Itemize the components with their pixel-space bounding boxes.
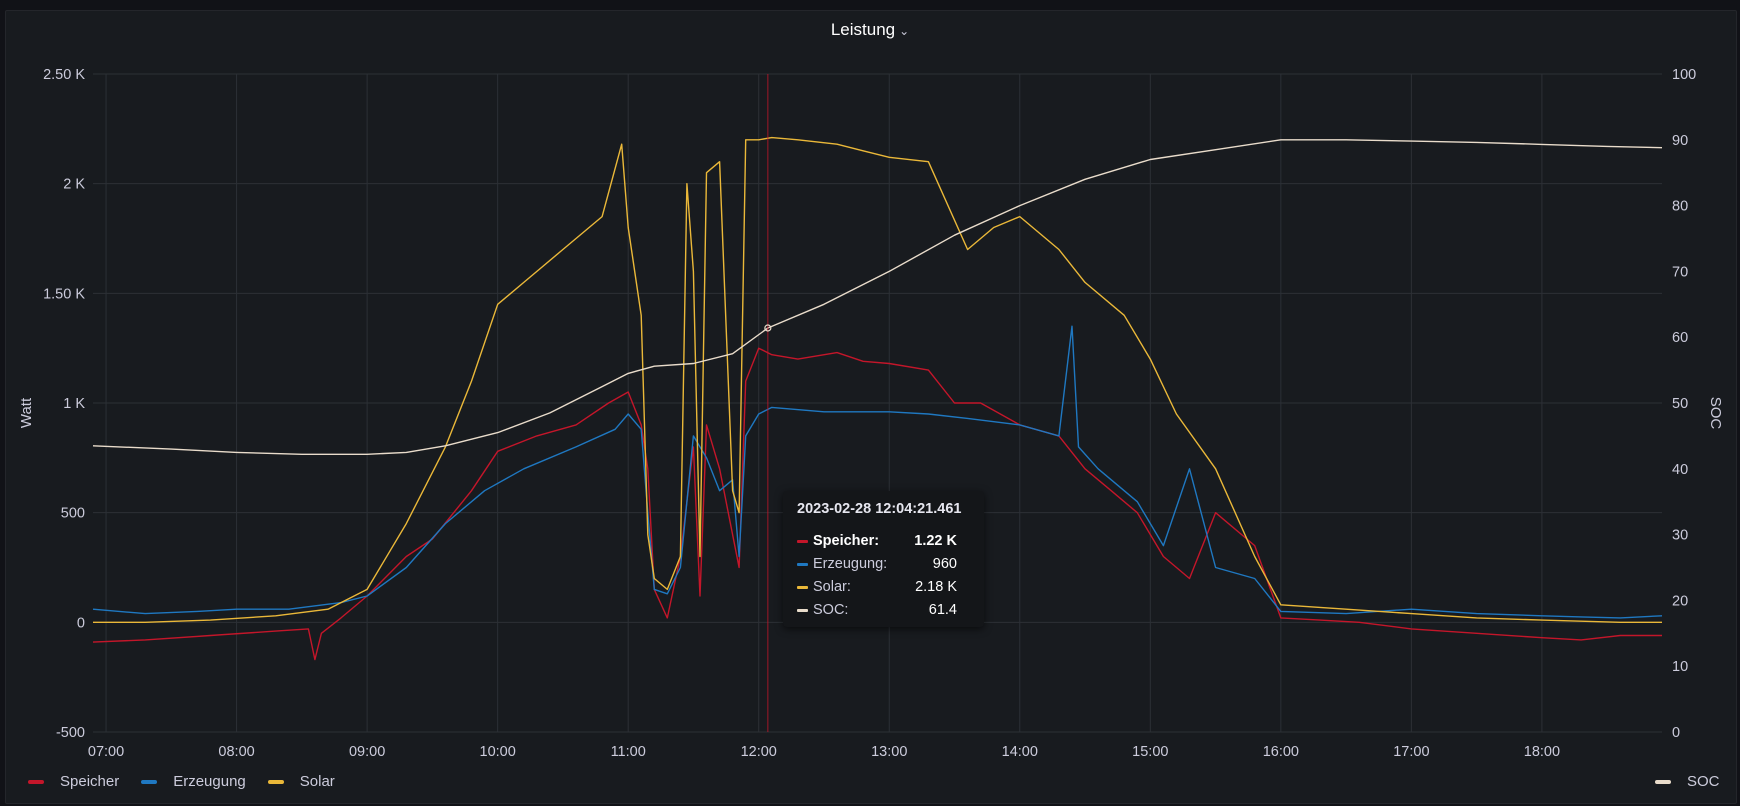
hover-point bbox=[764, 324, 772, 332]
tooltip-time: 2023-02-28 12:04:21.461 bbox=[797, 501, 962, 517]
series-line-erzeugung bbox=[92, 325, 1663, 619]
x-tick: 15:00 bbox=[1132, 744, 1168, 760]
legend-label: SOC bbox=[1687, 773, 1720, 790]
legend-item-erzeugung[interactable]: Erzeugung bbox=[141, 773, 246, 790]
legend-swatch bbox=[141, 779, 158, 784]
legend-right: SOC bbox=[1655, 773, 1740, 790]
crosshair bbox=[764, 74, 772, 732]
panel-title-text: Leistung bbox=[830, 20, 896, 39]
y-right-tick: 30 bbox=[1672, 528, 1688, 544]
y-right-tick: 10 bbox=[1672, 659, 1688, 675]
chart-axes: -500 0 500 1 K 1.50 K 2 K 2.50 K 0 10 20 30 40 50 60 7… bbox=[18, 67, 1724, 760]
series-line-solar bbox=[93, 136, 1662, 623]
tooltip-row: Erzeugung: 960 bbox=[797, 554, 969, 574]
y-right-tick: 40 bbox=[1672, 462, 1688, 478]
legend-label: Solar bbox=[299, 773, 335, 790]
tooltip-value: 61.4 bbox=[928, 602, 957, 618]
y-left-tick: -500 bbox=[56, 725, 85, 741]
x-tick: 08:00 bbox=[218, 744, 254, 760]
x-tick: 12:00 bbox=[741, 744, 777, 760]
tooltip-swatch bbox=[797, 539, 808, 543]
legend-swatch bbox=[28, 779, 44, 784]
x-tick: 07:00 bbox=[88, 744, 124, 760]
y-right-tick: 80 bbox=[1672, 199, 1688, 215]
panel-title[interactable]: Leistung ⌄ bbox=[0, 20, 1740, 40]
legend-item-solar[interactable]: Solar bbox=[267, 773, 335, 790]
legend-left: Speicher Erzeugung Solar bbox=[28, 773, 357, 790]
series-line-speicher bbox=[92, 347, 1662, 661]
tooltip-value: 960 bbox=[932, 556, 957, 572]
hover-tooltip: 2023-02-28 12:04:21.461 Speicher: 1.22 K E… bbox=[783, 491, 984, 627]
y-left-tick: 2 K bbox=[63, 177, 85, 193]
y-right-label: SOC bbox=[1707, 397, 1724, 430]
y-left-tick: 0 bbox=[77, 615, 85, 631]
x-tick: 16:00 bbox=[1263, 744, 1299, 760]
tooltip-series-name: Erzeugung: bbox=[813, 556, 888, 572]
x-tick: 13:00 bbox=[871, 744, 907, 760]
tooltip-value: 1.22 K bbox=[914, 533, 957, 549]
legend-swatch bbox=[1655, 779, 1671, 784]
x-tick: 11:00 bbox=[611, 744, 646, 760]
y-left-label: Watt bbox=[18, 397, 35, 428]
legend-label: Speicher bbox=[60, 773, 120, 790]
y-left-tick: 1.50 K bbox=[43, 286, 85, 302]
tooltip-value: 2.18 K bbox=[915, 579, 957, 595]
y-left-tick: 2.50 K bbox=[43, 67, 85, 83]
legend-item-speicher[interactable]: Speicher bbox=[28, 773, 119, 790]
legend-item-soc[interactable]: SOC bbox=[1655, 773, 1720, 790]
tooltip-row: Speicher: 1.22 K bbox=[797, 531, 969, 551]
x-tick: 09:00 bbox=[349, 744, 385, 760]
y-right-tick: 50 bbox=[1672, 396, 1688, 412]
tooltip-swatch bbox=[797, 562, 808, 566]
x-tick: 10:00 bbox=[480, 744, 516, 760]
legend-swatch bbox=[267, 779, 284, 784]
y-right-tick: 20 bbox=[1672, 593, 1688, 609]
chevron-down-icon[interactable]: ⌄ bbox=[899, 24, 910, 38]
x-tick: 18:00 bbox=[1524, 744, 1560, 760]
tooltip-series-name: SOC: bbox=[813, 602, 849, 618]
chart-grid bbox=[93, 73, 1662, 733]
series-line-soc bbox=[92, 139, 1663, 455]
y-right-tick: 60 bbox=[1672, 330, 1688, 346]
tooltip-series-name: Solar: bbox=[813, 579, 851, 595]
tooltip-series-name: Speicher: bbox=[813, 533, 880, 549]
y-left-tick: 500 bbox=[61, 506, 85, 522]
y-right-tick: 0 bbox=[1672, 725, 1680, 741]
x-tick: 17:00 bbox=[1393, 744, 1429, 760]
tooltip-swatch bbox=[797, 608, 808, 612]
tooltip-swatch bbox=[797, 585, 808, 589]
tooltip-row: SOC: 61.4 bbox=[797, 600, 969, 620]
x-tick: 14:00 bbox=[1002, 744, 1038, 760]
tooltip-row: Solar: 2.18 K bbox=[797, 577, 969, 597]
y-right-tick: 70 bbox=[1672, 264, 1688, 280]
y-right-tick: 100 bbox=[1672, 67, 1696, 83]
y-right-tick: 90 bbox=[1672, 133, 1688, 149]
legend-label: Erzeugung bbox=[173, 773, 246, 790]
y-left-tick: 1 K bbox=[63, 396, 85, 412]
